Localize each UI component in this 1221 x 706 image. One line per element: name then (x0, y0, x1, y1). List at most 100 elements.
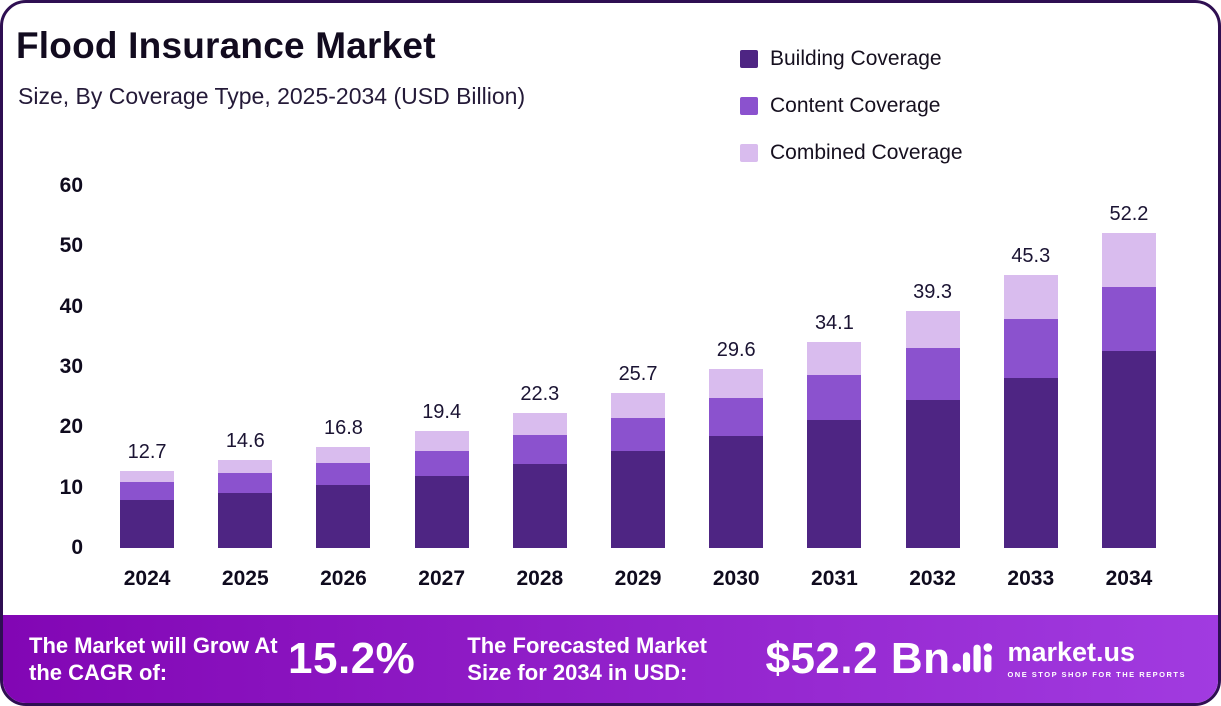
bar-segment-content-coverage (120, 481, 175, 500)
bar-segment-combined-coverage (611, 392, 666, 419)
bar-segment-content-coverage (709, 398, 764, 437)
bar-segment-content-coverage (905, 347, 960, 401)
bar-column: 29.6 (687, 186, 785, 548)
bar-stack (1003, 274, 1058, 548)
x-axis-label: 2034 (1105, 567, 1153, 590)
forecast-label: The Forecasted Market Size for 2034 in U… (467, 632, 707, 686)
legend-label: Content Coverage (770, 94, 941, 117)
y-axis-tick-label: 20 (59, 415, 83, 439)
bar-stack (709, 369, 764, 548)
bar-stack (807, 342, 862, 548)
bar-segment-building-coverage (120, 499, 175, 548)
cagr-value: 15.2% (288, 634, 416, 683)
bar-total-label: 29.6 (716, 339, 756, 362)
legend-item-combined-coverage: Combined Coverage (740, 141, 963, 165)
bar-segment-building-coverage (512, 464, 567, 548)
y-axis-tick-label: 40 (59, 294, 83, 318)
bar-segment-content-coverage (1003, 318, 1058, 378)
legend-label: Combined Coverage (770, 141, 963, 164)
bar-segment-building-coverage (807, 420, 862, 548)
cagr-label: The Market will Grow At the CAGR of: (29, 632, 278, 686)
bar-column: 45.3 (982, 186, 1080, 548)
x-axis-label: 2028 (516, 567, 564, 590)
bar-segment-building-coverage (1101, 350, 1156, 548)
bar-column: 22.3 (491, 186, 589, 548)
bar-segment-combined-coverage (709, 369, 764, 399)
brand-tagline: ONE STOP SHOP FOR THE REPORTS (1007, 670, 1186, 679)
bar-column: 12.7 (98, 186, 196, 548)
bar-total-label: 14.6 (225, 429, 265, 452)
bar-segment-building-coverage (316, 485, 371, 548)
bar-segment-building-coverage (611, 451, 666, 548)
bar-segment-combined-coverage (1003, 274, 1058, 319)
bar-column: 25.7 (589, 186, 687, 548)
legend-swatch-icon (740, 50, 758, 68)
x-axis-label: 2029 (614, 567, 662, 590)
bar-segment-building-coverage (1003, 377, 1058, 548)
bar-stack (120, 471, 175, 548)
page-subtitle: Size, By Coverage Type, 2025-2034 (USD B… (18, 83, 526, 109)
bar-stack (512, 413, 567, 548)
x-axis-label: 2031 (811, 567, 858, 590)
bar-segment-content-coverage (218, 473, 273, 494)
brand-name: market.us (1007, 637, 1136, 667)
bar-total-label: 16.8 (324, 416, 363, 439)
bar-total-label: 25.7 (618, 362, 658, 385)
bar-total-label: 52.2 (1109, 203, 1149, 226)
bar-segment-content-coverage (807, 374, 862, 421)
x-axis-label: 2030 (712, 567, 760, 590)
bar-stack (611, 392, 666, 548)
bar-segment-combined-coverage (120, 471, 175, 482)
bar-segment-combined-coverage (807, 342, 862, 375)
bar-total-label: 19.4 (422, 400, 462, 423)
bar-segment-combined-coverage (512, 413, 567, 436)
x-axis-label: 2032 (909, 567, 956, 590)
bar-stack (1101, 233, 1156, 548)
x-axis-label: 2027 (418, 567, 466, 590)
bar-segment-building-coverage (414, 476, 469, 548)
bar-segment-content-coverage (611, 418, 666, 452)
bar-segment-combined-coverage (414, 430, 469, 451)
bar-segment-building-coverage (709, 436, 764, 548)
x-axis-label: 2024 (123, 567, 171, 590)
y-axis-tick-label: 30 (59, 355, 83, 378)
bar-segment-content-coverage (316, 462, 371, 486)
bar-column: 39.3 (884, 186, 982, 548)
brand-text: market.us ONE STOP SHOP FOR THE REPORTS (1007, 637, 1186, 680)
x-axis: 2024 2025 2026 2027 2028 2029 2030 2031 2032 2033… (98, 567, 1178, 591)
bar-total-label: 34.1 (814, 312, 854, 335)
bar-total-label: 45.3 (1011, 244, 1051, 267)
y-axis-tick-label: 0 (71, 536, 83, 559)
legend-item-building-coverage: Building Coverage (740, 47, 963, 71)
bar-segment-combined-coverage (905, 310, 960, 348)
bar-column: 19.4 (393, 186, 491, 548)
bar-column: 16.8 (294, 186, 392, 548)
bar-segment-content-coverage (512, 435, 567, 465)
bar-column: 52.2 (1080, 186, 1178, 548)
bar-segment-building-coverage (905, 400, 960, 548)
bar-stack (316, 446, 371, 548)
legend-swatch-icon (740, 144, 758, 162)
bar-segment-content-coverage (1101, 286, 1156, 351)
chart-plot-area: 0 10 20 30 40 50 60 12.7 14.6 16.8 19.4 22.3 25.7 29.… (60, 174, 1178, 559)
y-axis-tick-label: 10 (59, 475, 83, 499)
bar-column: 34.1 (785, 186, 883, 548)
bar-total-label: 39.3 (913, 280, 953, 303)
page-title: Flood Insurance Market (16, 25, 436, 66)
bar-column: 14.6 (196, 186, 294, 548)
bar-segment-combined-coverage (316, 446, 371, 463)
bar-segment-combined-coverage (218, 459, 273, 474)
bar-segment-combined-coverage (1101, 233, 1156, 287)
y-axis-tick-label: 60 (59, 174, 83, 197)
x-axis-label: 2025 (221, 567, 269, 590)
bar-stack (218, 459, 273, 548)
chart-legend: Building Coverage Content Coverage Combine… (740, 47, 963, 165)
y-axis-tick-label: 50 (59, 234, 83, 258)
x-axis-label: 2026 (320, 567, 367, 590)
bar-stack (414, 430, 469, 548)
forecast-value: $52.2 Bn (765, 634, 951, 683)
bar-stack (905, 310, 960, 548)
x-axis-label: 2033 (1007, 567, 1055, 590)
bar-total-label: 22.3 (520, 383, 560, 406)
